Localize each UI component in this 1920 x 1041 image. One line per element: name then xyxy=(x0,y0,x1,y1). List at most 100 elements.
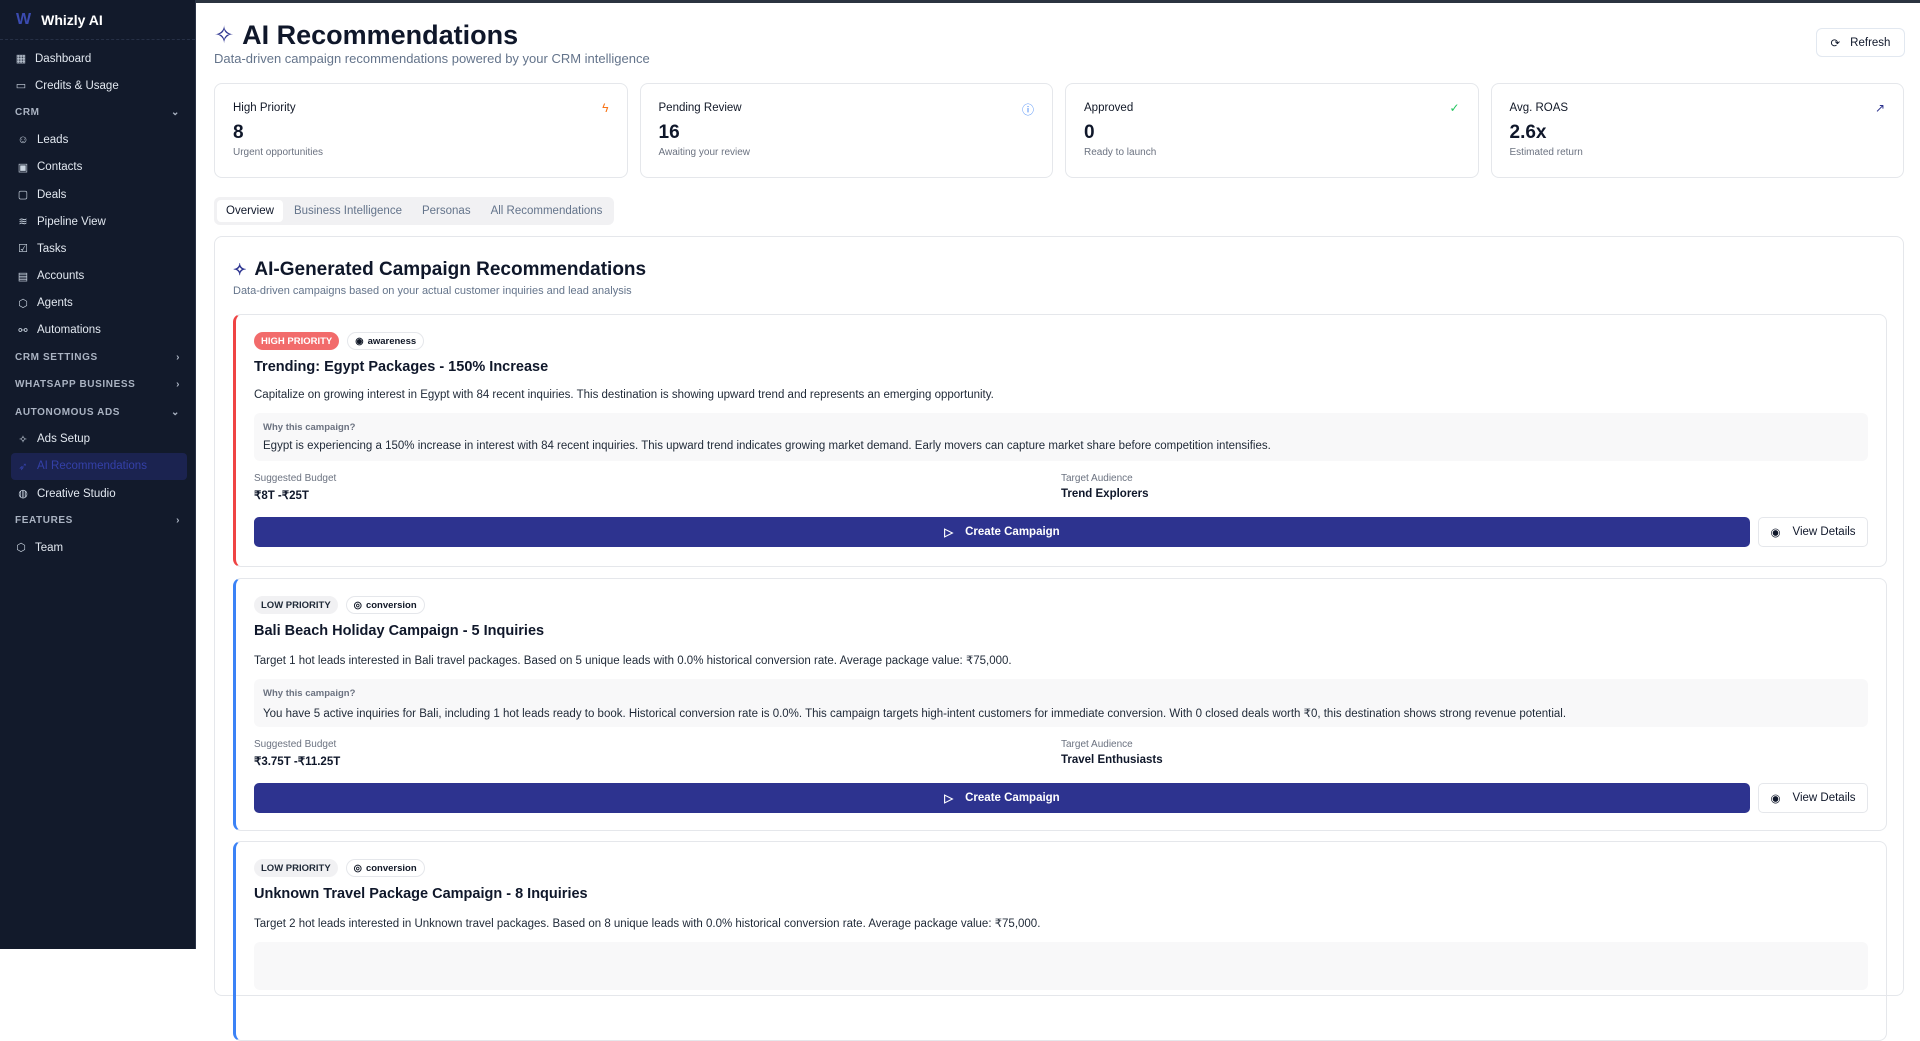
sidebar-item-credits-usage[interactable]: ▭ Credits & Usage xyxy=(0,72,189,99)
sidebar-item-label: Creative Studio xyxy=(37,487,116,500)
section-label: AUTONOMOUS ADS xyxy=(15,406,121,418)
stat-note: Estimated return xyxy=(1509,147,1583,158)
dashboard-icon: ▦ xyxy=(15,53,27,66)
badge-row: LOW PRIORITY ◎ conversion xyxy=(254,596,1868,614)
view-details-button[interactable]: ◉ View Details xyxy=(1758,783,1868,813)
sidebar-item-contacts[interactable]: ▣ Contacts xyxy=(0,154,189,181)
users-icon: ☺ xyxy=(17,134,29,147)
contact-icon: ▣ xyxy=(17,161,29,174)
chevron-right-icon: › xyxy=(176,515,180,527)
sidebar-item-ai-recommendations[interactable]: ➶ AI Recommendations xyxy=(11,452,187,480)
zap-icon: ϟ xyxy=(602,101,609,115)
campaign-type-label: awareness xyxy=(367,335,417,347)
sidebar-section-crm-settings[interactable]: CRM SETTINGS › xyxy=(0,344,195,371)
audience-label: Target Audience xyxy=(1061,473,1133,484)
audience-label: Target Audience xyxy=(1061,739,1133,750)
sidebar-section-features[interactable]: FEATURES › xyxy=(0,507,195,534)
sidebar-item-team[interactable]: ⬡ Team xyxy=(0,534,189,561)
sidebar-item-label: Leads xyxy=(37,134,69,147)
recommendation-card: HIGH PRIORITY ◉ awareness Trending: Egypt P… xyxy=(233,314,1887,567)
sidebar-item-accounts[interactable]: ▤ Accounts xyxy=(0,263,189,290)
stat-value: 0 xyxy=(1084,122,1095,143)
recommendation-card: LOW PRIORITY ◎ conversion Bali Beach Holida… xyxy=(233,578,1887,831)
panel-subtitle: Data-driven campaigns based on your actu… xyxy=(233,285,632,297)
sparkles-icon: ✧ xyxy=(214,22,235,49)
sidebar-item-pipeline-view[interactable]: ≋ Pipeline View xyxy=(0,208,189,235)
recommendation-meta: Suggested Budget ₹8T -₹25T Target Audience… xyxy=(254,473,1868,502)
recommendation-title: Unknown Travel Package Campaign - 8 Inqu… xyxy=(254,886,588,902)
campaign-type-badge: ◎ conversion xyxy=(345,859,425,877)
sidebar-item-label: Accounts xyxy=(37,270,85,283)
sparkles-icon: ✧ xyxy=(18,433,28,446)
why-box: Why this campaign? You have 5 active inqu… xyxy=(254,679,1868,727)
sidebar-item-dashboard[interactable]: ▦ Dashboard xyxy=(0,45,189,72)
info-icon: ⓘ xyxy=(1021,103,1034,117)
tab-all-recommendations[interactable]: All Recommendations xyxy=(490,205,603,217)
priority-badge: LOW PRIORITY xyxy=(254,859,338,877)
sparkles-icon: ✧ xyxy=(233,262,247,279)
priority-badge: LOW PRIORITY xyxy=(254,596,338,614)
sidebar-item-label: Contacts xyxy=(37,161,83,174)
sidebar-item-creative-studio[interactable]: ◍ Creative Studio xyxy=(0,480,189,507)
sidebar-item-automations[interactable]: ⚯ Automations xyxy=(0,317,189,344)
logo[interactable]: W Whizly AI xyxy=(0,0,195,40)
tab-overview[interactable]: Overview xyxy=(217,200,283,222)
stat-value: 2.6x xyxy=(1509,122,1547,143)
page-header: ✧ AI Recommendations xyxy=(214,20,518,51)
view-details-button[interactable]: ◉ View Details xyxy=(1758,517,1868,547)
audience: Target Audience Trend Explorers xyxy=(1061,473,1868,502)
shield-icon: ⬡ xyxy=(18,297,28,310)
badge-row: LOW PRIORITY ◎ conversion xyxy=(254,859,1868,877)
stats-row: High Priority 8 Urgent opportunities ϟ Pendi… xyxy=(214,83,1904,178)
budget: Suggested Budget ₹8T -₹25T xyxy=(254,473,1061,502)
panel-title: AI-Generated Campaign Recommendations xyxy=(254,259,647,280)
stat-label: High Priority xyxy=(233,102,296,114)
refresh-button[interactable]: ⟳ Refresh xyxy=(1816,28,1905,57)
message-icon: ▢ xyxy=(17,189,29,202)
why-text: Egypt is experiencing a 150% increase in… xyxy=(263,440,1271,452)
logo-mark: W xyxy=(16,10,32,28)
create-campaign-button[interactable]: ▷ Create Campaign xyxy=(254,517,1750,547)
budget: Suggested Budget ₹3.75T -₹11.25T xyxy=(254,739,1061,768)
card-actions: ▷ Create Campaign ◉ View Details xyxy=(254,783,1868,813)
recommendation-description: Target 1 hot leads interested in Bali tr… xyxy=(254,655,1012,667)
eye-icon: ◉ xyxy=(1770,527,1781,539)
why-label: Why this campaign? xyxy=(263,688,356,699)
tab-list: Overview Business Intelligence Personas All… xyxy=(214,197,615,225)
stat-note: Urgent opportunities xyxy=(233,147,324,158)
chevron-right-icon: › xyxy=(176,379,180,391)
view-label: View Details xyxy=(1792,526,1856,538)
campaign-type-label: conversion xyxy=(365,862,417,874)
sidebar-item-leads[interactable]: ☺ Leads xyxy=(0,127,189,154)
sidebar-item-agents[interactable]: ⬡ Agents xyxy=(0,290,189,317)
section-label: CRM SETTINGS xyxy=(15,352,98,364)
create-label: Create Campaign xyxy=(965,792,1060,804)
create-campaign-button[interactable]: ▷ Create Campaign xyxy=(254,783,1750,813)
sidebar-section-whatsapp-business[interactable]: WHATSAPP BUSINESS › xyxy=(0,371,195,398)
why-label: Why this campaign? xyxy=(263,422,356,433)
target-icon: ◎ xyxy=(353,599,362,611)
section-label: WHATSAPP BUSINESS xyxy=(15,379,136,391)
trending-up-icon: ↗ xyxy=(1874,101,1885,115)
why-text: You have 5 active inquiries for Bali, in… xyxy=(263,708,1567,720)
rocket-icon: ➶ xyxy=(18,460,28,473)
sidebar-item-ads-setup[interactable]: ✧ Ads Setup xyxy=(0,426,189,453)
sidebar-item-label: Pipeline View xyxy=(37,215,106,228)
tab-business-intelligence[interactable]: Business Intelligence xyxy=(293,205,402,217)
target-icon: ◎ xyxy=(353,862,362,874)
sidebar-section-autonomous-ads[interactable]: AUTONOMOUS ADS ⌄ xyxy=(0,398,195,425)
sidebar-item-deals[interactable]: ▢ Deals xyxy=(0,181,189,208)
sidebar-section-crm[interactable]: CRM ⌄ xyxy=(0,99,195,126)
sidebar-item-label: AI Recommendations xyxy=(37,460,147,473)
sidebar-item-tasks[interactable]: ☑ Tasks xyxy=(0,235,189,262)
chevron-right-icon: › xyxy=(176,352,180,364)
tab-personas[interactable]: Personas xyxy=(421,205,471,217)
priority-badge: HIGH PRIORITY xyxy=(254,332,340,350)
sidebar-item-label: Team xyxy=(35,541,64,554)
stat-label: Pending Review xyxy=(658,102,742,114)
play-icon: ▷ xyxy=(944,527,954,539)
sidebar-item-label: Credits & Usage xyxy=(35,79,119,92)
recommendation-card: LOW PRIORITY ◎ conversion Unknown Travel Pa… xyxy=(233,841,1887,1041)
workflow-icon: ⚯ xyxy=(18,324,28,337)
refresh-label: Refresh xyxy=(1850,36,1891,49)
